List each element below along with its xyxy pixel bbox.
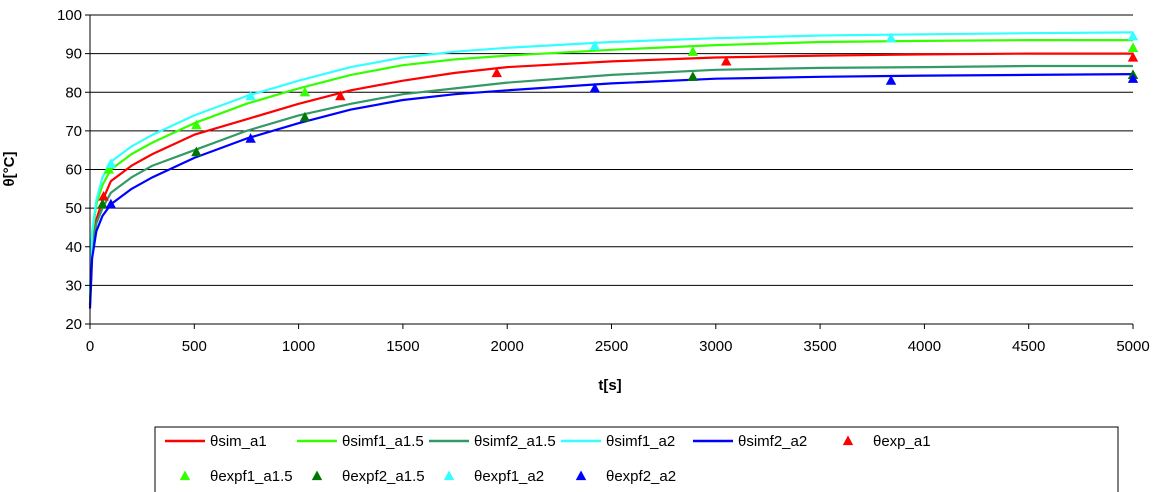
legend: θsim_a1 θsimf1_a1.5 θsimf2_a1.5 θsimf1_a2 θs… xyxy=(154,426,1119,492)
y-tick-label: 60 xyxy=(65,162,82,179)
series-line-θsimf2_a2 xyxy=(88,73,1134,309)
legend-label: θexpf1_a1.5 xyxy=(210,468,293,485)
data-point-θexpf2_a1.5 xyxy=(299,111,311,122)
x-tick-label: 4000 xyxy=(908,338,941,355)
data-point-θexpf1_a1.5 xyxy=(103,164,114,174)
axes xyxy=(85,14,1134,329)
legend-label: θsim_a1 xyxy=(210,433,267,450)
data-point-θexpf1_a2 xyxy=(105,158,117,168)
legend-item: θsim_a1 xyxy=(165,433,267,450)
y-tick-label: 30 xyxy=(65,277,82,294)
x-tick-label: 2000 xyxy=(491,338,524,355)
data-point-θexpf1_a2 xyxy=(589,40,601,51)
series-line-θsimf2_a1.5 xyxy=(88,64,1133,305)
y-axis-title: θ[°C] xyxy=(1,152,18,187)
series-line-θsimf1_a2 xyxy=(88,31,1134,294)
legend-item: θexpf2_a1.5 xyxy=(311,468,425,485)
legend-box xyxy=(154,426,1119,492)
legend-marker-swatch xyxy=(842,435,854,446)
legend-label: θsimf1_a2 xyxy=(606,433,675,450)
data-point-θexp_a1 xyxy=(335,90,346,101)
data-point-θexpf2_a1.5 xyxy=(97,198,108,209)
y-tick-label: 70 xyxy=(65,123,82,140)
data-point-θexpf2_a1.5 xyxy=(687,71,699,81)
legend-item: θsimf2_a1.5 xyxy=(429,433,556,450)
legend-item: θexpf1_a1.5 xyxy=(179,468,293,485)
data-point-θexpf1_a1.5 xyxy=(687,46,699,56)
data-point-θexpf1_a2 xyxy=(885,32,897,43)
data-point-θexpf2_a2 xyxy=(885,75,897,85)
data-point-θexpf2_a2 xyxy=(589,82,601,93)
legend-item: θexpf1_a2 xyxy=(443,468,544,485)
x-tick-label: 3000 xyxy=(699,338,732,355)
legend-item: θsimf2_a2 xyxy=(693,433,807,450)
data-point-θexpf2_a1.5 xyxy=(191,146,202,157)
legend-label: θexpf1_a2 xyxy=(474,468,544,485)
legend-label: θsimf2_a2 xyxy=(738,433,807,450)
plot-series xyxy=(88,30,1139,309)
legend-item: θsimf1_a1.5 xyxy=(297,433,424,450)
legend-marker-swatch xyxy=(443,470,455,481)
grid-lines xyxy=(90,14,1133,286)
legend-label: θexpf2_a2 xyxy=(606,468,676,485)
data-point-θexpf1_a1.5 xyxy=(1127,42,1139,52)
legend-marker-swatch xyxy=(179,470,191,481)
data-point-θexpf2_a2 xyxy=(105,198,117,209)
series-line-θsimf1_a1.5 xyxy=(88,38,1133,298)
legend-item: θexpf2_a2 xyxy=(575,468,676,485)
x-tick-label: 1000 xyxy=(282,338,315,355)
legend-label: θsimf1_a1.5 xyxy=(342,433,424,450)
legend-marker-swatch xyxy=(575,470,587,481)
x-tick-label: 4500 xyxy=(1012,338,1045,355)
data-point-θexp_a1 xyxy=(491,67,502,78)
legend-item: θexp_a1 xyxy=(842,433,931,450)
data-point-θexpf2_a2 xyxy=(1127,73,1139,83)
x-tick-label: 3500 xyxy=(803,338,836,355)
x-tick-label: 2500 xyxy=(595,338,628,355)
x-tick-label: 500 xyxy=(182,338,207,355)
legend-label: θexpf2_a1.5 xyxy=(342,468,425,485)
legend-label: θexp_a1 xyxy=(873,433,931,450)
data-point-θexpf1_a1.5 xyxy=(299,86,311,97)
data-point-θexpf1_a1.5 xyxy=(191,119,202,130)
data-point-θexp_a1 xyxy=(721,55,732,66)
data-point-θexp_a1 xyxy=(98,191,109,201)
data-point-θexpf2_a2 xyxy=(245,133,256,143)
legend-marker-swatch xyxy=(311,470,323,481)
y-tick-label: 20 xyxy=(65,316,82,333)
y-tick-label: 40 xyxy=(65,239,82,256)
x-tick-label: 0 xyxy=(86,338,94,355)
y-tick-label: 80 xyxy=(65,84,82,101)
legend-label: θsimf2_a1.5 xyxy=(474,433,556,450)
data-point-θexpf1_a2 xyxy=(1127,30,1139,41)
x-tick-label: 1500 xyxy=(386,338,419,355)
series-line-θsim_a1 xyxy=(88,52,1133,305)
y-tick-label: 50 xyxy=(65,200,82,217)
x-tick-label: 5000 xyxy=(1116,338,1149,355)
data-point-θexp_a1 xyxy=(1127,51,1139,62)
y-tick-label: 100 xyxy=(57,7,82,24)
data-point-θexpf1_a2 xyxy=(245,90,256,101)
legend-item: θsimf1_a2 xyxy=(561,433,675,450)
x-axis-title: t[s] xyxy=(598,377,621,394)
y-tick-label: 90 xyxy=(65,46,82,63)
